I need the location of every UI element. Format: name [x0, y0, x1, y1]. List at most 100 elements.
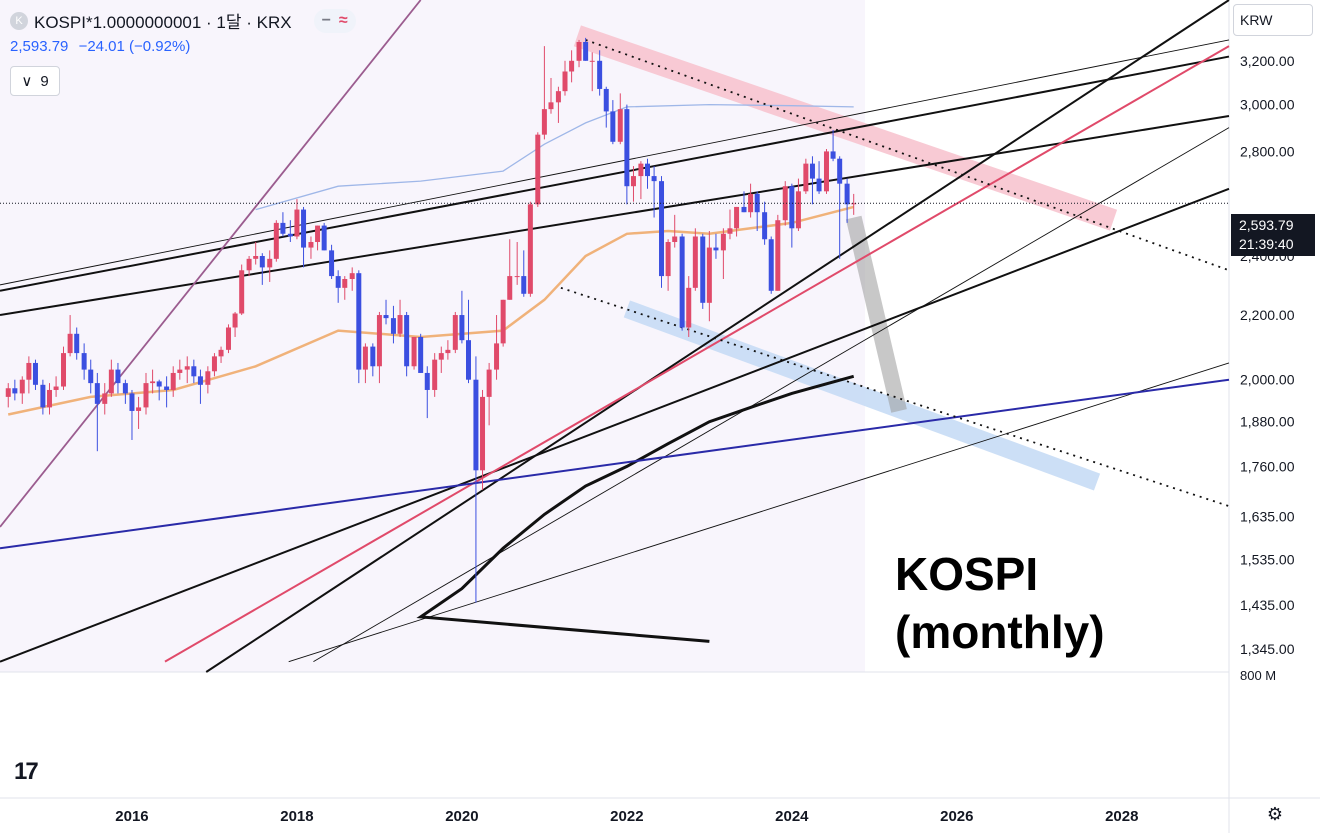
time-tick-label: 2020	[445, 808, 478, 825]
thin-black-trendline	[313, 127, 1230, 663]
candle-up	[150, 381, 156, 384]
indicator-toggle-button[interactable]: ∨ 9	[10, 66, 60, 96]
candle-down	[335, 276, 341, 288]
candle-up	[562, 71, 568, 92]
candle-down	[115, 369, 121, 384]
candle-up	[782, 186, 788, 221]
candle-up	[19, 379, 25, 394]
price-summary: 2,593.79 −24.01 (−0.92%)	[10, 38, 196, 55]
candle-down	[370, 346, 376, 367]
price-tick-label: 1,345.00	[1240, 641, 1295, 657]
black-trendline	[0, 55, 1230, 292]
pink-channel-band	[573, 25, 1118, 231]
candle-up	[170, 372, 176, 390]
candle-up	[514, 276, 520, 278]
currency-selector[interactable]: KRW	[1233, 4, 1313, 36]
symbol-title[interactable]: KOSPI*1.0000000001 · 1달 · KRX	[34, 13, 292, 32]
candle-down	[644, 163, 650, 177]
black-trendline	[0, 115, 1230, 317]
candle-up	[494, 343, 500, 370]
candle-up	[527, 204, 533, 294]
candle-up	[397, 315, 403, 334]
time-tick-label: 2024	[775, 808, 809, 825]
time-axis[interactable]: 2016 2018 2020 2022 2024 2026 2028	[115, 808, 1138, 825]
candle-up	[53, 386, 59, 390]
candle-up	[500, 299, 506, 344]
time-tick-label: 2018	[280, 808, 313, 825]
candle-down	[679, 236, 685, 328]
candle-up	[851, 203, 857, 205]
price-tick-label: 1,435.00	[1240, 597, 1295, 613]
price-tag-value: 2,593.79	[1239, 217, 1294, 233]
header-button-group: − ≈	[313, 8, 356, 33]
price-tick-label: 1,880.00	[1240, 414, 1295, 430]
candle-up	[638, 163, 644, 177]
thin-black-trendline	[288, 362, 1230, 663]
price-tick-label: 1,535.00	[1240, 551, 1295, 567]
candle-up	[569, 60, 575, 72]
candle-up	[480, 396, 486, 471]
candle-up	[143, 383, 149, 408]
candle-down	[122, 383, 128, 394]
hide-legend-button[interactable]: −	[321, 11, 331, 29]
price-axis[interactable]: 3,200.003,000.002,800.002,400.002,200.00…	[1240, 53, 1295, 657]
candle-down	[12, 388, 18, 394]
candle-up	[438, 353, 444, 360]
candle-up	[376, 315, 382, 367]
candle-up	[308, 242, 314, 248]
compare-wave-button[interactable]: ≈	[338, 11, 348, 29]
candle-down	[424, 372, 430, 390]
candle-down	[597, 60, 603, 89]
candle-up	[706, 247, 712, 303]
trendline-layer	[0, 0, 1230, 673]
candle-up	[205, 371, 211, 385]
candle-up	[67, 333, 73, 354]
candle-down	[754, 193, 760, 213]
candle-down	[404, 315, 410, 367]
annotation-line-2: (monthly)	[895, 606, 1105, 658]
candle-down	[356, 273, 362, 370]
candle-down	[830, 151, 836, 159]
candle-up	[432, 359, 438, 390]
chart-header: K KOSPI*1.0000000001 · 1달 · KRX − ≈	[10, 8, 356, 33]
tradingview-logo[interactable]: 17	[14, 758, 39, 785]
candle-up	[692, 236, 698, 288]
red-trendline	[164, 45, 1230, 663]
candle-up	[253, 255, 259, 259]
candle-up	[362, 346, 368, 370]
candle-up	[342, 279, 348, 288]
candle-up	[267, 258, 273, 268]
indicator-count: 9	[40, 72, 49, 90]
candle-down	[837, 158, 843, 184]
candle-down	[659, 181, 665, 277]
candle-down	[94, 383, 100, 404]
gear-icon[interactable]: ⚙	[1266, 803, 1284, 824]
candle-down	[816, 178, 822, 192]
time-tick-label: 2028	[1105, 808, 1138, 825]
candle-up	[102, 393, 108, 404]
purple-trendline	[0, 0, 422, 528]
price-tick-label: 2,000.00	[1240, 372, 1295, 388]
candle-down	[473, 379, 479, 471]
candle-down	[768, 239, 774, 291]
candle-down	[390, 318, 396, 334]
candle-up	[445, 349, 451, 354]
time-tick-label: 2022	[610, 808, 643, 825]
candle-up	[486, 369, 492, 397]
current-price-tag: 2,593.79 21:39:40	[1231, 214, 1315, 256]
candle-up	[617, 109, 623, 142]
time-tick-label: 2026	[940, 808, 973, 825]
candle-down	[156, 381, 162, 387]
candle-down	[129, 393, 135, 411]
navy-trendline	[0, 378, 1230, 550]
candle-down	[191, 366, 197, 377]
chart-annotation: KOSPI (monthly)	[895, 545, 1105, 661]
candle-down	[287, 233, 293, 237]
candle-down	[610, 111, 616, 142]
candle-down	[32, 362, 38, 385]
candle-up	[452, 315, 458, 350]
candle-down	[321, 225, 327, 251]
candle-up	[548, 102, 554, 110]
